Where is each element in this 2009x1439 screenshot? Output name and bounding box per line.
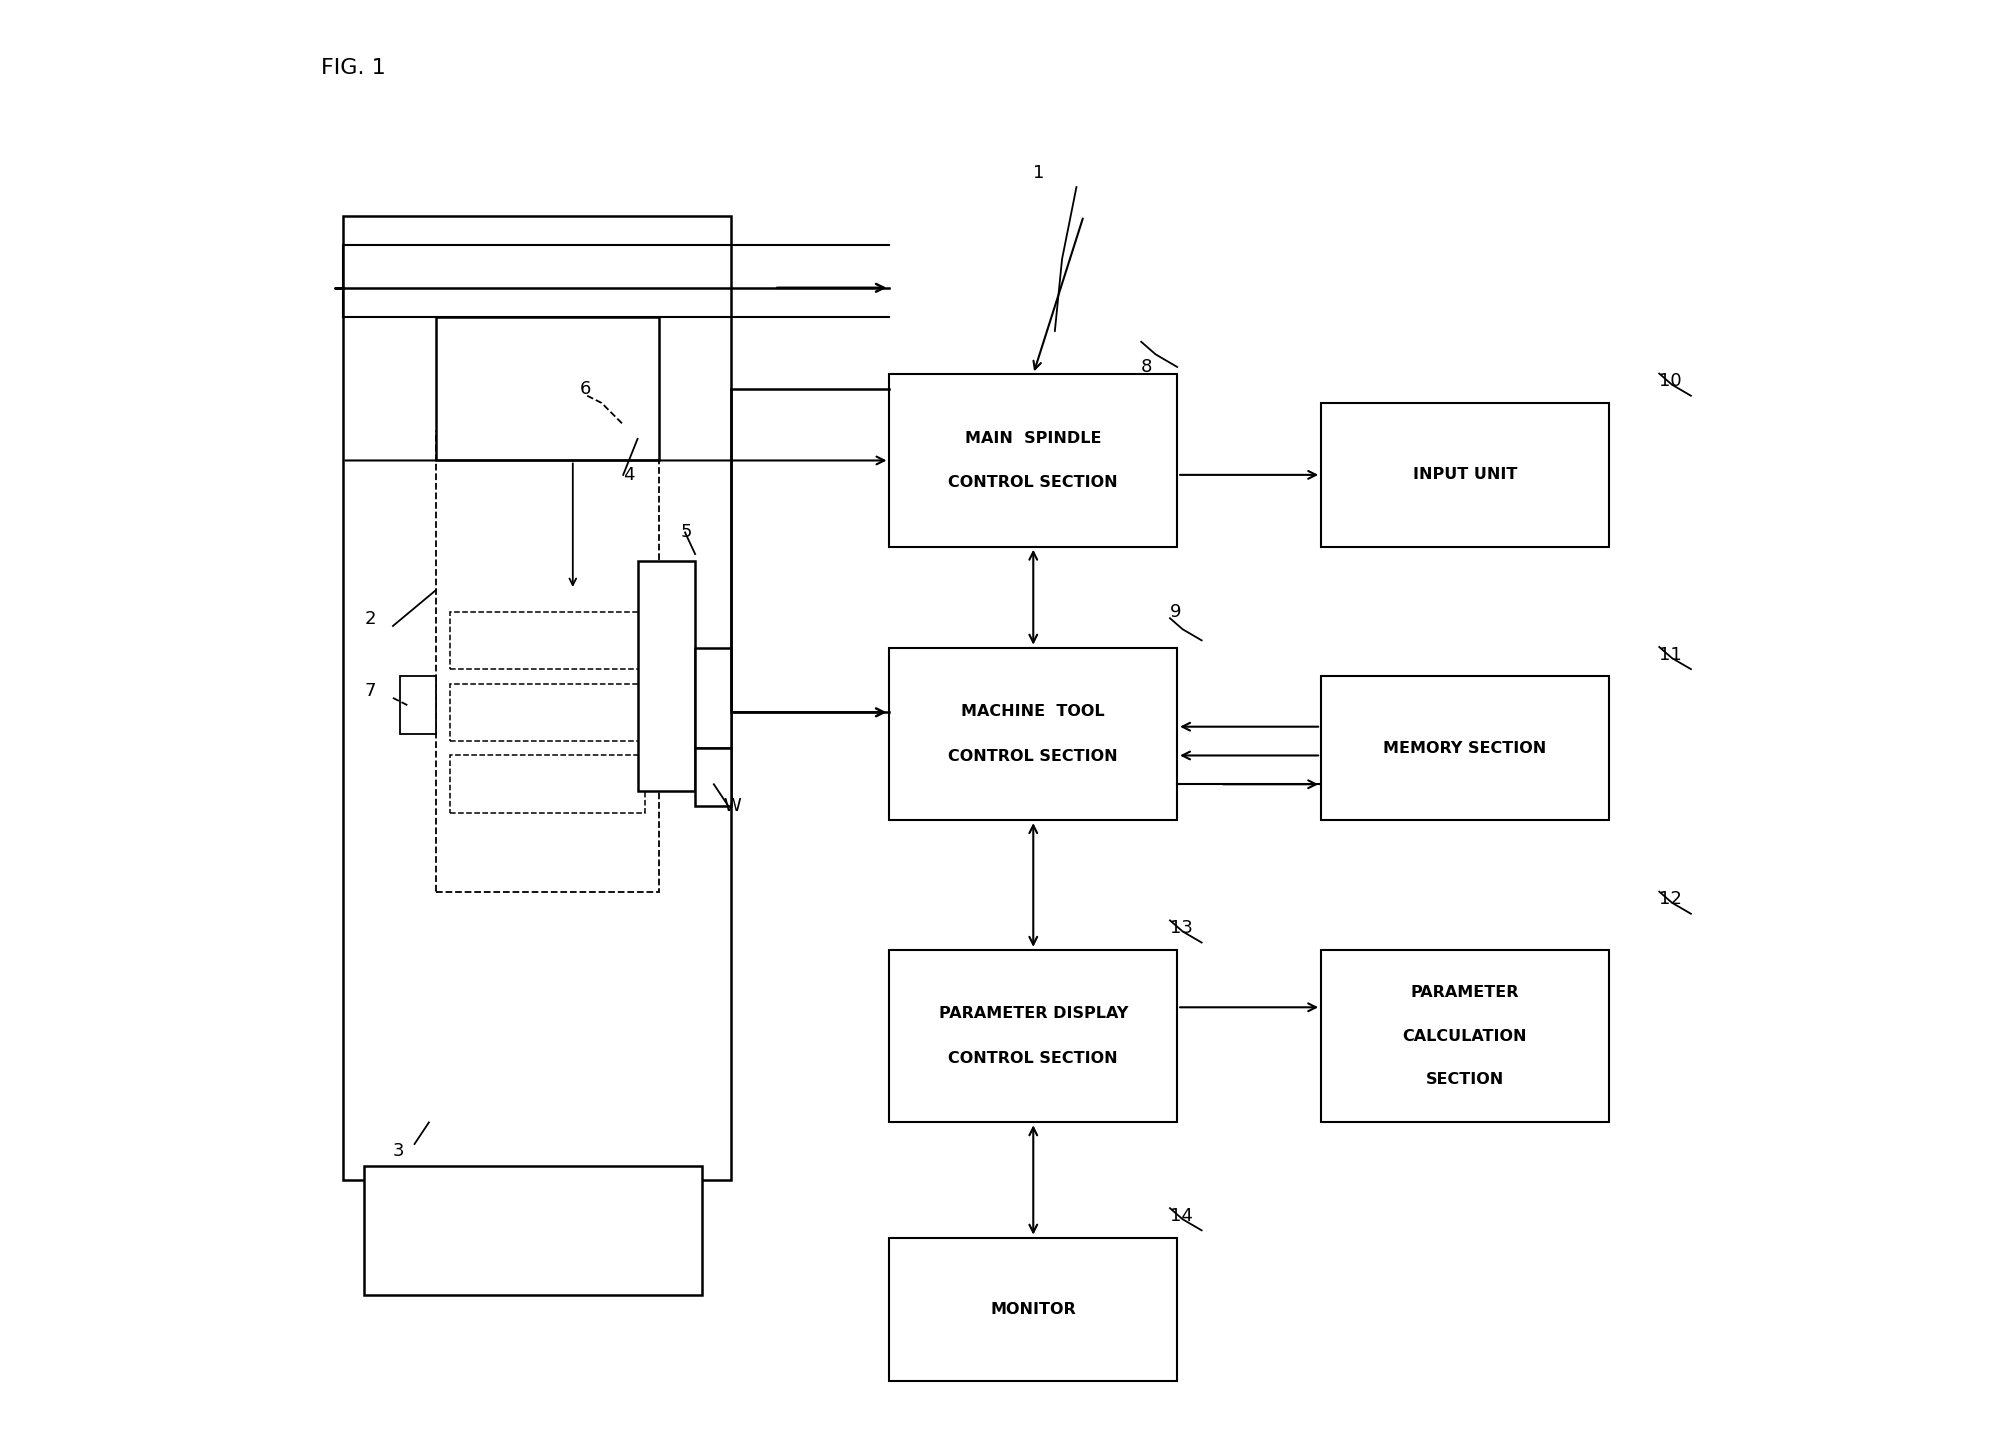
Text: PARAMETER: PARAMETER <box>1410 986 1519 1000</box>
FancyBboxPatch shape <box>436 432 659 892</box>
FancyBboxPatch shape <box>695 748 731 806</box>
Text: W: W <box>723 797 741 814</box>
FancyBboxPatch shape <box>344 216 731 1180</box>
Text: 13: 13 <box>1169 920 1193 937</box>
FancyBboxPatch shape <box>436 317 659 460</box>
FancyBboxPatch shape <box>695 648 731 748</box>
Text: 9: 9 <box>1169 603 1181 620</box>
FancyBboxPatch shape <box>400 676 436 734</box>
FancyBboxPatch shape <box>890 1238 1177 1381</box>
FancyBboxPatch shape <box>450 755 645 813</box>
Text: 6: 6 <box>581 380 591 397</box>
Text: MONITOR: MONITOR <box>990 1302 1077 1317</box>
Text: 3: 3 <box>394 1143 404 1160</box>
FancyBboxPatch shape <box>890 648 1177 820</box>
Text: 4: 4 <box>623 466 635 484</box>
FancyBboxPatch shape <box>1322 950 1609 1122</box>
Text: 12: 12 <box>1659 891 1682 908</box>
Text: 7: 7 <box>364 682 376 699</box>
FancyBboxPatch shape <box>450 612 645 669</box>
Text: 1: 1 <box>1033 164 1045 181</box>
Text: INPUT UNIT: INPUT UNIT <box>1412 468 1517 482</box>
FancyBboxPatch shape <box>890 950 1177 1122</box>
Text: PARAMETER DISPLAY: PARAMETER DISPLAY <box>938 1006 1127 1022</box>
FancyBboxPatch shape <box>637 561 695 791</box>
Text: MEMORY SECTION: MEMORY SECTION <box>1384 741 1547 755</box>
FancyBboxPatch shape <box>1322 403 1609 547</box>
Text: 11: 11 <box>1659 646 1682 663</box>
FancyBboxPatch shape <box>1322 676 1609 820</box>
Text: CALCULATION: CALCULATION <box>1402 1029 1527 1043</box>
Text: CONTROL SECTION: CONTROL SECTION <box>948 1050 1119 1066</box>
Text: 10: 10 <box>1659 373 1682 390</box>
Text: CONTROL SECTION: CONTROL SECTION <box>948 748 1119 764</box>
Text: 8: 8 <box>1141 358 1153 376</box>
Text: 5: 5 <box>681 524 693 541</box>
Text: FIG. 1: FIG. 1 <box>321 58 386 78</box>
Text: CONTROL SECTION: CONTROL SECTION <box>948 475 1119 491</box>
Text: MAIN  SPINDLE: MAIN SPINDLE <box>964 430 1101 446</box>
Text: MACHINE  TOOL: MACHINE TOOL <box>962 704 1105 720</box>
Text: 2: 2 <box>364 610 376 627</box>
Text: SECTION: SECTION <box>1426 1072 1505 1086</box>
Text: 14: 14 <box>1169 1207 1193 1225</box>
FancyBboxPatch shape <box>450 684 645 741</box>
FancyBboxPatch shape <box>364 1166 703 1295</box>
FancyBboxPatch shape <box>890 374 1177 547</box>
